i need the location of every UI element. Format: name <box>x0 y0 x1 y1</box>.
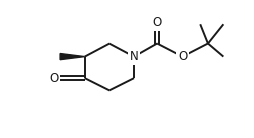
Text: O: O <box>49 72 59 85</box>
Text: O: O <box>152 16 162 29</box>
Text: N: N <box>130 50 138 63</box>
Text: O: O <box>178 50 187 63</box>
Polygon shape <box>60 54 85 60</box>
